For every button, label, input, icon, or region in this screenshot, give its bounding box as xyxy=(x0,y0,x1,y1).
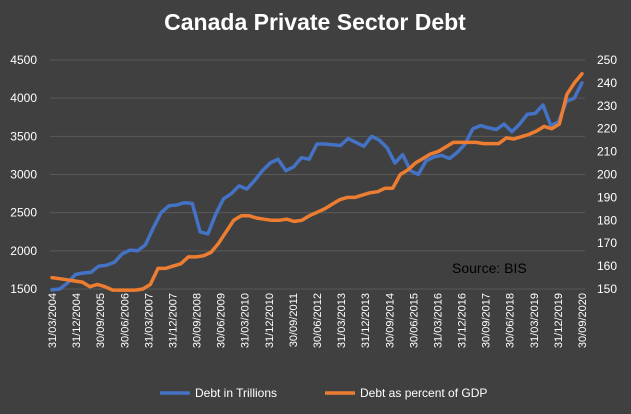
x-tick-label: 31/12/2019 xyxy=(553,293,565,348)
series-line-left xyxy=(50,81,584,292)
right-tick-label: 210 xyxy=(597,145,617,159)
left-tick-label: 3500 xyxy=(10,129,37,143)
right-tick-label: 220 xyxy=(597,122,617,136)
x-tick-label: 31/12/2007 xyxy=(167,293,179,348)
x-tick-label: 30/06/2015 xyxy=(408,293,420,348)
source-annotation: Source: BIS xyxy=(452,260,527,276)
right-tick-label: 160 xyxy=(597,259,617,273)
x-tick-label: 30/09/2014 xyxy=(384,293,396,348)
right-tick-label: 170 xyxy=(597,236,617,250)
x-tick-label: 31/03/2007 xyxy=(143,293,155,348)
x-tick-label: 30/09/2017 xyxy=(481,293,493,348)
x-tick-label: 30/09/2008 xyxy=(192,293,204,348)
x-tick-label: 31/12/2016 xyxy=(457,293,469,348)
legend-label: Debt in Trillions xyxy=(195,386,277,400)
x-tick-label: 31/03/2013 xyxy=(336,293,348,348)
x-tick-label: 31/03/2019 xyxy=(529,293,541,348)
right-tick-label: 230 xyxy=(597,99,617,113)
x-tick-label: 30/06/2018 xyxy=(505,293,517,348)
series-line-right xyxy=(50,71,584,292)
right-tick-label: 150 xyxy=(597,282,617,296)
right-tick-label: 190 xyxy=(597,190,617,204)
x-tick-label: 31/12/2013 xyxy=(360,293,372,348)
x-tick-label: 31/12/2010 xyxy=(264,293,276,348)
x-tick-label: 30/09/2005 xyxy=(95,293,107,348)
right-tick-label: 240 xyxy=(597,76,617,90)
series-lines xyxy=(50,71,584,292)
right-tick-label: 250 xyxy=(597,53,617,67)
right-tick-label: 200 xyxy=(597,168,617,182)
x-tick-label: 30/06/2006 xyxy=(119,293,131,348)
x-tick-label: 31/03/2010 xyxy=(240,293,252,348)
legend: Debt in Trillions Debt as percent of GDP xyxy=(160,386,487,400)
left-tick-label: 3000 xyxy=(10,168,37,182)
left-tick-label: 4500 xyxy=(10,53,37,67)
left-axis-ticks: 1500 2000 2500 3000 3500 4000 4500 xyxy=(10,53,37,296)
x-tick-label: 30/09/2011 xyxy=(288,293,300,347)
left-tick-label: 2500 xyxy=(10,206,37,220)
left-tick-label: 2000 xyxy=(10,244,37,258)
legend-label: Debt as percent of GDP xyxy=(360,386,487,400)
chart-title: Canada Private Sector Debt xyxy=(164,9,466,35)
x-tick-label: 31/12/2004 xyxy=(71,293,83,348)
x-tick-label: 30/06/2012 xyxy=(312,293,324,348)
x-tick-label: 30/06/2009 xyxy=(216,293,228,348)
x-tick-label: 30/09/2020 xyxy=(577,293,589,348)
x-tick-label: 31/03/2004 xyxy=(47,293,59,348)
left-tick-label: 4000 xyxy=(10,91,37,105)
left-tick-label: 1500 xyxy=(10,282,37,296)
x-axis-ticks: 31/03/2004 31/12/2004 30/09/2005 30/06/2006… xyxy=(47,293,589,348)
right-tick-label: 180 xyxy=(597,213,617,227)
right-axis-ticks: 150 160 170 180 190 200 210 220 230 240 250 xyxy=(597,53,617,296)
x-tick-label: 31/03/2016 xyxy=(432,293,444,348)
